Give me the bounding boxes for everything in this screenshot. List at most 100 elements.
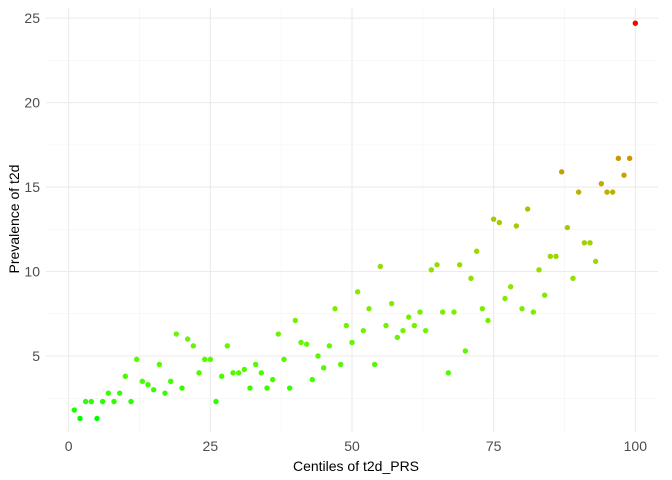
data-point [105,390,112,396]
data-point [247,385,253,391]
data-point [468,275,474,281]
data-point [354,289,361,295]
data-point [558,169,565,175]
data-point [507,284,514,290]
data-point [309,376,316,383]
data-point [564,224,571,231]
x-tick-labels: 0 25 50 75 100 [65,438,647,454]
data-point [190,343,197,349]
data-point [462,348,469,354]
y-tick-label: 20 [24,95,40,111]
data-point [252,361,259,368]
data-points [71,20,639,422]
data-point [343,322,350,329]
data-point [298,339,304,346]
data-point [439,309,446,315]
data-point [230,370,236,376]
data-point [326,343,333,349]
grid-lines [46,8,658,432]
data-point [592,258,599,265]
data-point [71,407,78,413]
data-point [218,373,225,379]
data-point [150,387,157,393]
data-point [530,309,537,315]
data-point [547,253,554,260]
data-point [139,378,146,385]
data-point [502,295,508,302]
data-point [241,366,248,373]
y-tick-label: 25 [24,10,40,26]
data-point [196,370,202,376]
data-point [422,327,429,334]
data-point [609,189,616,195]
data-point [524,206,531,212]
data-point [615,155,622,162]
data-point [496,219,503,226]
x-tick-label: 25 [203,438,219,454]
data-point [133,356,140,363]
data-point [541,292,548,298]
data-point [122,373,129,379]
data-point [536,267,542,273]
data-point [88,398,95,405]
data-point [207,356,214,363]
data-point [604,189,610,195]
data-point [383,322,389,329]
data-point [156,361,163,368]
data-point [315,353,321,359]
data-point [167,378,174,385]
data-point [428,267,435,273]
data-point [388,300,395,307]
data-point [320,365,327,371]
data-point [434,262,440,268]
x-tick-label: 0 [65,438,73,454]
x-tick-label: 50 [344,438,360,454]
data-point [405,314,412,320]
data-point [235,370,242,376]
data-point [587,240,593,246]
data-point [485,317,491,324]
data-point [377,263,384,270]
data-point [394,334,401,341]
data-point [445,370,452,376]
data-point [519,305,525,312]
data-point [621,172,627,178]
data-point [224,343,231,349]
data-point [490,216,497,222]
data-point [82,398,89,405]
y-tick-label: 10 [24,264,40,280]
y-axis-title: Prevalence of t2d [6,165,22,274]
data-point [513,223,520,229]
data-point [179,385,185,391]
data-point [581,240,588,246]
data-point [337,361,344,368]
data-point [479,305,486,312]
data-point [292,317,299,324]
data-point [632,20,639,26]
data-point [111,398,117,405]
data-point [570,275,576,281]
data-point [553,253,559,260]
data-point [77,415,83,422]
data-point [213,398,219,405]
data-point [626,155,633,162]
data-point [275,331,282,337]
y-tick-label: 15 [24,179,40,195]
data-point [451,309,457,315]
data-point [162,390,168,396]
data-point [281,356,287,363]
data-point [303,341,310,347]
x-axis-title: Centiles of t2d_PRS [293,458,419,474]
data-point [184,336,191,342]
data-point [258,370,265,376]
data-point [417,309,423,315]
data-point [360,327,367,334]
data-point [94,415,100,422]
data-point [264,385,270,391]
data-point [598,180,605,187]
data-point [400,327,406,334]
data-point [411,322,418,329]
data-point [173,331,180,337]
y-tick-labels: 5 10 15 20 25 [24,10,40,364]
